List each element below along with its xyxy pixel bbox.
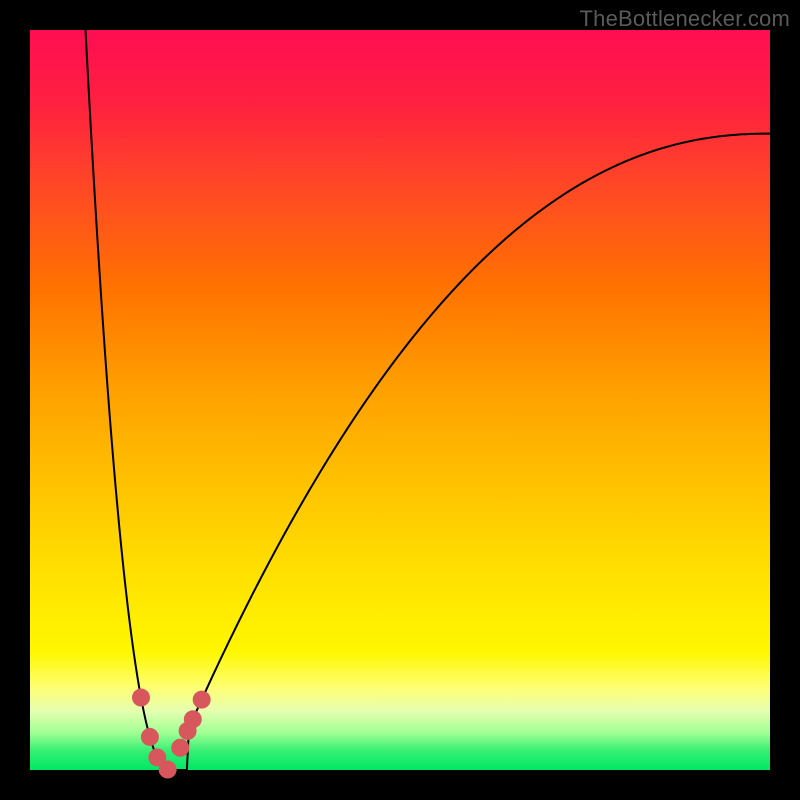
curve-marker bbox=[141, 728, 159, 746]
plot-gradient-background bbox=[30, 30, 770, 770]
curve-marker bbox=[171, 739, 189, 757]
watermark-text: TheBottlenecker.com bbox=[580, 6, 790, 32]
curve-marker bbox=[184, 710, 202, 728]
curve-marker bbox=[193, 691, 211, 709]
chart-svg bbox=[0, 0, 800, 800]
curve-marker bbox=[159, 761, 177, 779]
curve-marker bbox=[132, 689, 150, 707]
chart-root: TheBottlenecker.com bbox=[0, 0, 800, 800]
